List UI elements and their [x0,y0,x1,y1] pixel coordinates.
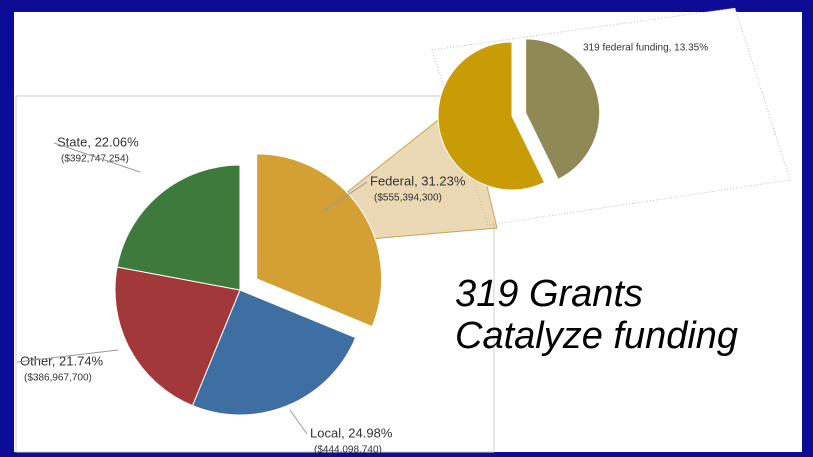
slice-amount: ($444,098,740) [314,445,382,456]
slice-amount: ($386,967,700) [24,373,92,384]
leader-line [16,349,119,363]
headline: 319 Grants [455,273,643,315]
headline: Catalyze funding [455,315,738,357]
slice-label: Federal, 31.23% [370,173,466,188]
pie-slice [114,266,241,407]
pie-slice [116,164,241,291]
leader-line [289,409,308,435]
leader-line [321,181,368,213]
slice-amount: ($555,394,300) [374,193,442,204]
leader-line [53,142,141,173]
pie-slice [256,153,383,328]
slice-label: 319 federal funding, 13.35% [583,43,708,54]
slice-amount: ($392,747,254) [61,154,129,165]
slice-label: State, 22.06% [57,134,139,149]
slice-label: Other, 21.74% [20,353,104,368]
chart-frame [15,95,495,453]
pie-slice [437,41,546,191]
pie-slice [191,289,357,416]
pie-slice [525,38,601,180]
slice-label: Local, 24.98% [310,425,393,440]
